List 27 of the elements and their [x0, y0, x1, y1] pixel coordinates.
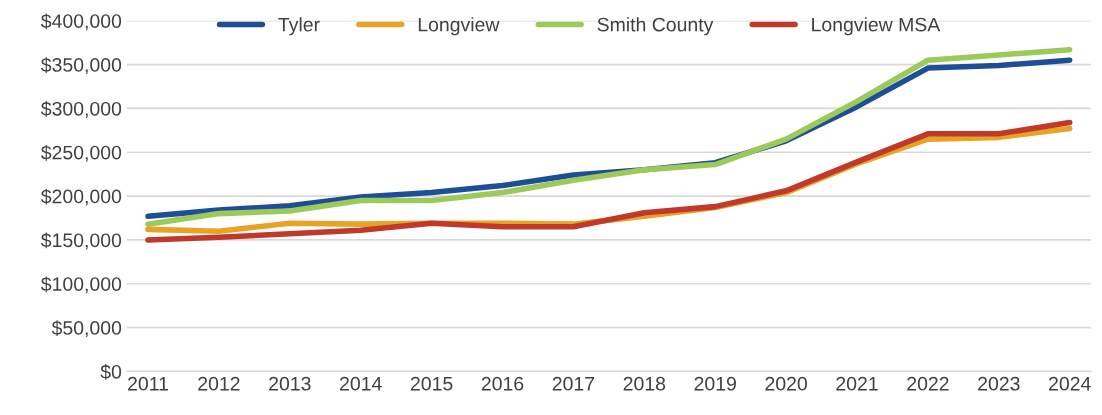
legend-label: Longview	[418, 17, 500, 36]
x-tick-label: 2013	[269, 376, 311, 391]
x-tick-label: 2012	[198, 376, 240, 391]
y-tick-label: $100,000	[40, 276, 122, 294]
y-tick-label: $300,000	[40, 101, 122, 118]
x-tick-label: 2020	[765, 376, 807, 391]
y-tick-label: $350,000	[40, 57, 122, 75]
x-tick-label: 2021	[836, 376, 878, 391]
x-tick-label: 2015	[410, 376, 453, 391]
x-tick-label: 2018	[623, 376, 666, 391]
y-tick-label: $400,000	[40, 13, 122, 31]
x-tick-label: 2019	[694, 376, 736, 391]
x-tick-label: 2024	[1049, 376, 1091, 391]
legend-label: Smith County	[597, 17, 714, 36]
legend-label: Longview MSA	[812, 17, 941, 36]
y-tick-label: $0	[100, 364, 122, 380]
y-tick-label: $150,000	[40, 232, 122, 250]
legend-label: Tyler	[278, 17, 320, 36]
x-tick-label: 2011	[128, 376, 168, 391]
y-tick-label: $200,000	[40, 188, 122, 206]
y-tick-label: $50,000	[51, 320, 122, 338]
x-tick-label: 2023	[978, 376, 1020, 391]
x-tick-label: 2017	[552, 376, 595, 391]
x-tick-label: 2014	[340, 376, 382, 391]
y-tick-label: $250,000	[40, 144, 122, 162]
x-tick-label: 2016	[481, 376, 524, 391]
x-tick-label: 2022	[907, 376, 949, 391]
